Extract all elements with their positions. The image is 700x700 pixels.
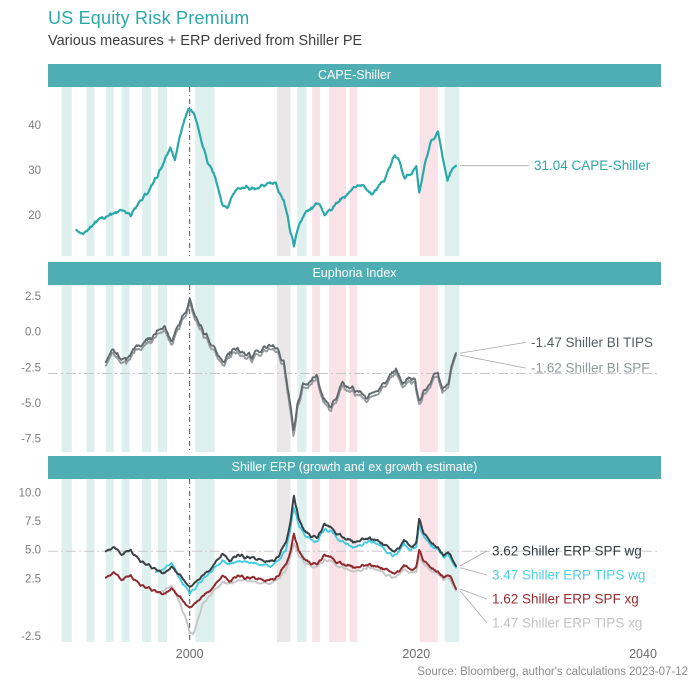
background-band	[61, 87, 72, 256]
background-band	[312, 479, 320, 642]
y-tick-label: 2.5	[25, 291, 41, 303]
background-band	[157, 87, 167, 256]
background-band	[142, 285, 152, 452]
y-tick-label: -7.5	[21, 434, 41, 446]
background-band	[195, 479, 215, 642]
cape-shiller-line	[75, 107, 458, 248]
background-band	[312, 285, 320, 452]
annotation-label: 1.62 Shiller ERP SPF xg	[492, 592, 639, 607]
background-band	[142, 87, 152, 256]
chart-title: US Equity Risk Premium	[48, 8, 250, 28]
shiller-erp-plot: 10.0 7.5 5.0 2.5 -2.5 3.62 Shiller ERP SPF wg…	[19, 479, 660, 642]
y-tick-label: -2.5	[21, 631, 41, 642]
y-tick-label: 5.0	[25, 545, 41, 557]
y-tick-label: -5.0	[21, 398, 41, 410]
background-band	[86, 87, 95, 256]
annotation-connector	[459, 567, 488, 576]
annotation-connector	[459, 588, 488, 600]
background-band	[297, 87, 307, 256]
annotation-connector	[459, 590, 488, 624]
background-band	[105, 87, 114, 256]
x-tick-label: 2040	[629, 647, 657, 661]
y-tick-label: 40	[28, 120, 41, 132]
panel-header-shiller-erp: Shiller ERP (growth and ex growth estima…	[48, 456, 661, 479]
background-band	[86, 285, 95, 452]
background-band	[61, 479, 72, 642]
cape-shiller-plot: 40 30 20 31.04 CAPE-Shiller	[28, 87, 651, 256]
annotation-label: 1.47 Shiller ERP TIPS xg	[492, 615, 642, 630]
background-band	[86, 479, 95, 642]
background-band	[312, 87, 320, 256]
background-band	[276, 479, 291, 642]
background-band	[349, 87, 358, 256]
shiller-bi-spf-line	[104, 300, 457, 437]
source-note: Source: Bloomberg, author's calculations…	[417, 666, 688, 678]
y-tick-label: 20	[28, 210, 41, 222]
background-band	[329, 285, 347, 452]
y-tick-label: 30	[28, 165, 41, 177]
background-band	[297, 285, 307, 452]
x-axis: 2000 2020 2040	[176, 647, 657, 661]
background-band	[142, 479, 152, 642]
shiller-erp-spf-wg-line	[104, 494, 457, 588]
annotation-label: -1.62 Shiller BI SPF	[531, 361, 650, 376]
background-band	[195, 87, 215, 256]
background-band	[121, 479, 130, 642]
annotation-label: 3.62 Shiller ERP SPF wg	[492, 544, 642, 559]
background-band	[157, 479, 167, 642]
background-band	[419, 87, 438, 256]
chart-subtitle: Various measures + ERP derived from Shil…	[48, 33, 363, 49]
background-band	[297, 479, 307, 642]
background-band	[105, 285, 114, 452]
background-band	[61, 285, 72, 452]
euphoria-index-plot: 2.5 0.0 -2.5 -5.0 -7.5 -1.47 Shiller BI TIPS -…	[21, 285, 660, 452]
y-tick-label: 2.5	[25, 573, 41, 585]
annotation-connector	[459, 354, 527, 369]
shiller-erp-tips-wg-line	[154, 506, 457, 596]
panel-header-euphoria-index: Euphoria Index	[48, 262, 661, 285]
background-band	[419, 285, 438, 452]
annotation-connector	[459, 342, 527, 354]
y-tick-label: 0.0	[25, 327, 41, 339]
x-tick-label: 2000	[176, 647, 204, 661]
background-band	[121, 285, 130, 452]
y-tick-label: 10.0	[19, 487, 41, 499]
annotation-label: -1.47 Shiller BI TIPS	[531, 335, 653, 350]
background-band	[329, 87, 347, 256]
x-tick-label: 2020	[402, 647, 430, 661]
annotation-label: 3.47 Shiller ERP TIPS wg	[492, 568, 645, 583]
y-tick-label: 7.5	[25, 516, 41, 528]
background-band	[105, 479, 114, 642]
background-band	[349, 285, 358, 452]
background-band	[276, 87, 291, 256]
annotation-label: 31.04 CAPE-Shiller	[534, 158, 651, 173]
background-band	[419, 479, 438, 642]
background-band	[157, 285, 167, 452]
background-band	[195, 285, 215, 452]
background-band	[349, 479, 358, 642]
y-tick-label: -2.5	[21, 362, 41, 374]
background-band	[329, 479, 347, 642]
background-band	[121, 87, 130, 256]
shiller-erp-tips-xg-line	[154, 542, 457, 636]
panel-header-cape-shiller: CAPE-Shiller	[48, 64, 661, 87]
annotation-connector	[459, 550, 488, 567]
shiller-bi-tips-line	[104, 297, 457, 432]
shiller-erp-spf-xg-line	[104, 532, 457, 609]
